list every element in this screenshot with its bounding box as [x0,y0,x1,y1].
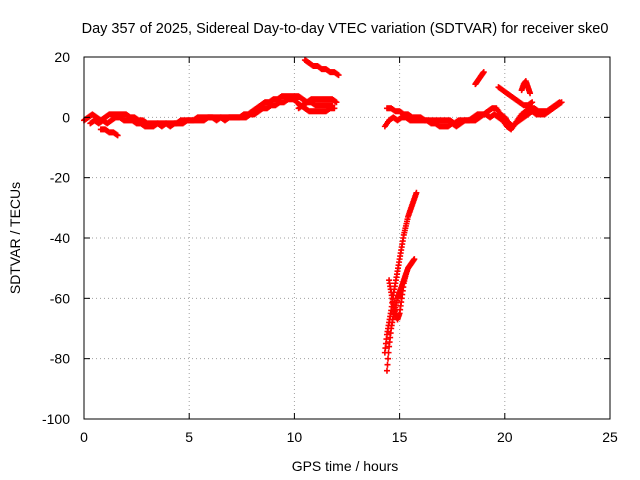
data-point [558,99,565,106]
data-point [529,99,536,106]
data-point [385,349,392,356]
data-points [81,57,565,374]
data-point [527,90,534,97]
y-tick-label: 0 [62,109,70,125]
data-point [383,367,390,374]
x-tick-label: 20 [497,429,513,445]
y-tick-label: -20 [50,170,70,186]
data-point [411,256,418,263]
y-tick-label: -100 [42,411,70,427]
data-point [335,72,342,79]
data-point [331,105,338,112]
data-point [385,355,392,362]
x-axis-label: GPS time / hours [292,458,399,474]
x-axis-ticks: 0 5 10 15 20 25 [80,57,618,445]
data-point [413,189,420,196]
y-tick-label: 20 [54,49,70,65]
x-tick-label: 10 [287,429,303,445]
x-tick-label: 5 [185,429,193,445]
data-point [384,361,391,368]
data-point [333,99,340,106]
data-point [402,271,409,278]
x-tick-label: 15 [392,429,408,445]
y-tick-label: -40 [50,230,70,246]
y-tick-label: -80 [50,351,70,367]
chart-title: Day 357 of 2025, Sidereal Day-to-day VTE… [82,21,609,37]
data-point [480,69,487,76]
y-axis-label: SDTVAR / TECUs [7,182,23,294]
x-tick-label: 0 [80,429,88,445]
data-point [114,132,121,139]
y-tick-label: -60 [50,290,70,306]
y-axis-ticks: -100 -80 -60 -40 -20 0 20 [42,49,610,427]
x-tick-label: 25 [602,429,618,445]
